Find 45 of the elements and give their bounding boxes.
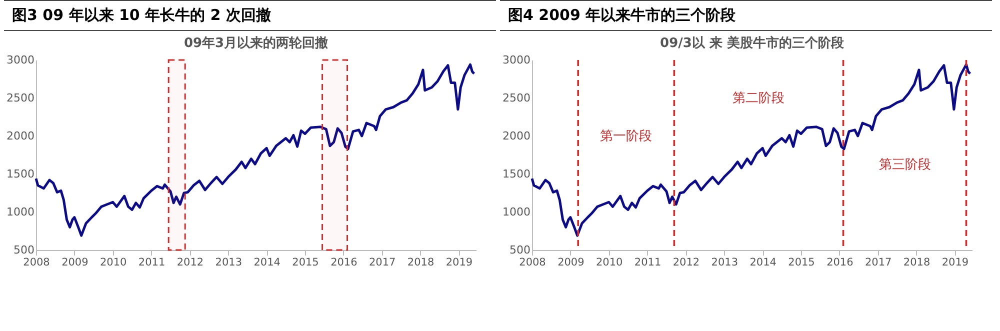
x-tick-label: 2008 <box>519 256 546 268</box>
x-tick-label: 2012 <box>176 256 204 268</box>
y-tick-label: 2500 <box>502 92 530 104</box>
y-tick-label: 500 <box>510 244 530 256</box>
annotation: 第三阶段 <box>878 158 931 172</box>
x-tick-label: 2009 <box>62 256 88 268</box>
x-tick-label: 2010 <box>596 256 623 268</box>
x-tick-label: 2013 <box>711 256 738 268</box>
chart-title: 图3 09 年以来 10 年长牛的 2 次回撤 <box>4 0 496 31</box>
x-tick-label: 2011 <box>138 256 166 268</box>
chart-subtitle: 09/3以 来 美股牛市的三个阶段 <box>660 35 845 51</box>
x-tick-label: 2014 <box>254 256 281 268</box>
chart-title: 图4 2009 年以来牛市的三个阶段 <box>500 0 992 31</box>
x-tick-label: 2014 <box>750 256 777 268</box>
x-tick-label: 2015 <box>292 256 319 268</box>
y-tick-label: 2000 <box>6 130 34 142</box>
y-tick-label: 2500 <box>6 92 34 104</box>
y-tick-label: 3000 <box>6 54 34 66</box>
y-tick-label: 1500 <box>6 168 34 180</box>
y-tick-label: 1000 <box>502 206 530 218</box>
x-tick-label: 2018 <box>407 256 434 268</box>
y-tick-label: 1000 <box>6 206 34 218</box>
y-tick-label: 2000 <box>502 130 530 142</box>
x-tick-label: 2019 <box>942 256 969 268</box>
x-tick-label: 2013 <box>215 256 242 268</box>
x-tick-label: 2019 <box>446 256 473 268</box>
y-tick-label: 3000 <box>502 54 530 66</box>
x-tick-label: 2017 <box>368 256 396 268</box>
annotation: 第二阶段 <box>732 91 785 106</box>
x-tick-label: 2008 <box>23 256 50 268</box>
line-series <box>530 63 972 237</box>
line-series <box>34 63 476 237</box>
annotation: 第一阶段 <box>600 129 652 144</box>
chart-subtitle: 09年3月以来的两轮回撤 <box>184 35 328 51</box>
x-tick-label: 2018 <box>903 256 930 268</box>
x-tick-label: 2012 <box>672 256 700 268</box>
x-tick-label: 2016 <box>330 256 358 268</box>
x-tick-label: 2015 <box>788 256 815 268</box>
y-tick-label: 1500 <box>502 168 530 180</box>
y-tick-label: 500 <box>14 244 34 256</box>
x-tick-label: 2010 <box>100 256 127 268</box>
x-tick-label: 2017 <box>864 256 892 268</box>
x-tick-label: 2011 <box>634 256 662 268</box>
x-tick-label: 2016 <box>826 256 854 268</box>
x-tick-label: 2009 <box>558 256 584 268</box>
